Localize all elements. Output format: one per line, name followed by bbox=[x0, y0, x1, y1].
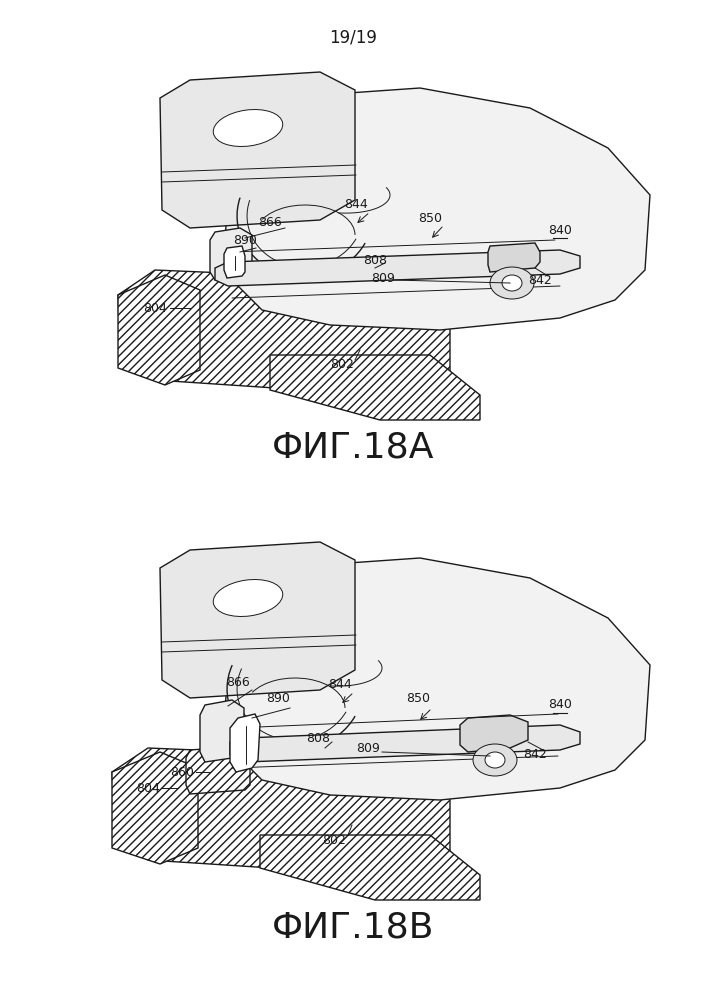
Text: 844: 844 bbox=[328, 678, 352, 690]
Polygon shape bbox=[460, 715, 528, 752]
Polygon shape bbox=[270, 355, 480, 420]
Text: 850: 850 bbox=[418, 212, 442, 225]
Text: 808: 808 bbox=[363, 253, 387, 266]
Text: 809: 809 bbox=[371, 271, 395, 284]
Text: 890: 890 bbox=[233, 233, 257, 246]
Text: 840: 840 bbox=[548, 698, 572, 712]
Polygon shape bbox=[230, 714, 260, 772]
Text: 842: 842 bbox=[523, 748, 547, 762]
Text: 840: 840 bbox=[548, 224, 572, 236]
Polygon shape bbox=[260, 835, 480, 900]
Text: 804: 804 bbox=[143, 302, 167, 314]
Polygon shape bbox=[200, 700, 244, 762]
Polygon shape bbox=[160, 72, 355, 228]
Text: 890: 890 bbox=[266, 692, 290, 704]
Text: 809: 809 bbox=[356, 742, 380, 754]
Ellipse shape bbox=[214, 580, 283, 616]
Polygon shape bbox=[112, 752, 198, 864]
Polygon shape bbox=[488, 243, 540, 272]
Text: 808: 808 bbox=[306, 732, 330, 744]
Text: 866: 866 bbox=[258, 216, 282, 229]
Ellipse shape bbox=[473, 744, 517, 776]
Ellipse shape bbox=[490, 267, 534, 299]
Polygon shape bbox=[225, 558, 650, 800]
Ellipse shape bbox=[502, 275, 522, 291]
Polygon shape bbox=[160, 542, 355, 698]
Text: 802: 802 bbox=[330, 359, 354, 371]
Text: 804: 804 bbox=[136, 782, 160, 794]
Text: 866: 866 bbox=[226, 676, 250, 688]
Text: 850: 850 bbox=[406, 692, 430, 704]
Polygon shape bbox=[118, 270, 450, 395]
Polygon shape bbox=[118, 275, 200, 385]
Polygon shape bbox=[215, 250, 580, 286]
Polygon shape bbox=[230, 725, 580, 762]
Polygon shape bbox=[112, 748, 450, 875]
Text: ФИГ.18А: ФИГ.18А bbox=[271, 430, 434, 464]
Polygon shape bbox=[210, 228, 252, 280]
Ellipse shape bbox=[485, 752, 505, 768]
Text: 802: 802 bbox=[322, 834, 346, 846]
Text: 844: 844 bbox=[344, 198, 368, 212]
Text: ФИГ.18В: ФИГ.18В bbox=[271, 910, 434, 944]
Text: 842: 842 bbox=[528, 273, 552, 286]
Text: 19/19: 19/19 bbox=[329, 29, 377, 47]
Text: 860: 860 bbox=[170, 766, 194, 778]
Polygon shape bbox=[224, 246, 245, 278]
Polygon shape bbox=[186, 746, 250, 794]
Polygon shape bbox=[225, 88, 650, 330]
Ellipse shape bbox=[214, 110, 283, 146]
